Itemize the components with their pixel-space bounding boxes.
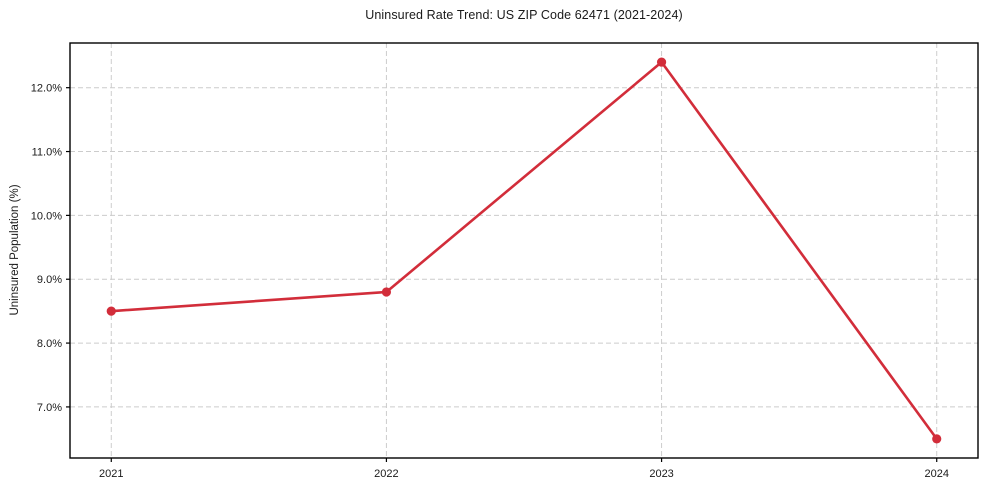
y-tick-label: 7.0% (37, 402, 62, 414)
y-tick-label: 12.0% (31, 83, 62, 95)
x-tick-label: 2021 (99, 468, 123, 480)
x-tick-label: 2023 (649, 468, 673, 480)
y-tick-label: 11.0% (32, 147, 63, 159)
data-point-marker (381, 287, 392, 297)
data-point-marker (106, 306, 116, 316)
chart-title: Uninsured Rate Trend: US ZIP Code 62471 … (365, 8, 683, 22)
data-point-marker (932, 434, 942, 444)
y-tick-label: 10.0% (31, 210, 62, 222)
axes-border (69, 42, 979, 459)
x-tick-label: 2024 (924, 468, 948, 480)
data-point-marker (656, 57, 667, 67)
x-tick-label: 2022 (374, 468, 398, 480)
y-tick-label: 8.0% (37, 338, 62, 350)
trend-line (109, 60, 939, 441)
y-tick-label: 9.0% (37, 274, 62, 286)
y-axis-label: Uninsured Population (%) (9, 184, 21, 316)
